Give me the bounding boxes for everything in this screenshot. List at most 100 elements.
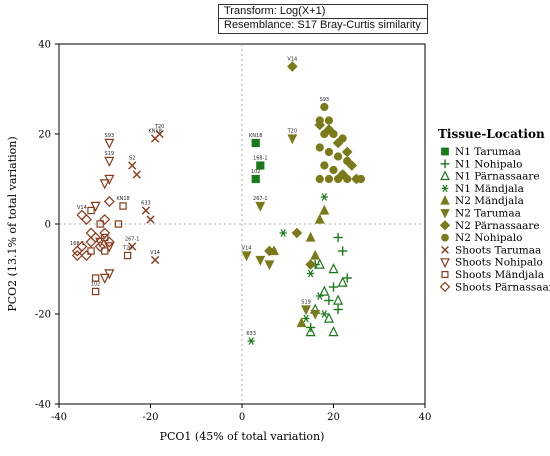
- marker-stroke: [441, 246, 449, 254]
- data-point: [333, 152, 343, 161]
- legend-label: Shoots Mändjala: [455, 269, 544, 281]
- marker-stroke: [317, 292, 323, 300]
- data-point: [296, 317, 307, 328]
- series-4: [269, 204, 330, 328]
- legend-title: Tissue-Location: [438, 127, 545, 141]
- data-point: [76, 209, 88, 221]
- data-point: [255, 255, 266, 266]
- data-point: [305, 326, 316, 337]
- marker-stroke: [150, 255, 160, 265]
- data-point: [315, 174, 324, 184]
- data-point: [323, 312, 334, 323]
- data-point: [251, 138, 260, 148]
- data-point: [103, 196, 115, 207]
- point-label: T20: [122, 246, 132, 252]
- data-point: [328, 263, 339, 274]
- data-point: [343, 156, 352, 166]
- data-point: [114, 220, 123, 228]
- legend-marker: [441, 147, 449, 156]
- data-point: [146, 215, 155, 224]
- marker-stroke: [128, 161, 137, 170]
- data-point: [338, 246, 348, 256]
- data-point: [87, 247, 95, 255]
- data-point: [324, 295, 334, 306]
- data-point: [320, 161, 329, 170]
- x-tick-label: -40: [51, 412, 67, 423]
- data-point: [123, 251, 132, 260]
- data-point: [255, 201, 266, 212]
- data-point: [87, 206, 95, 215]
- point-label: S19: [301, 300, 311, 306]
- data-point: [310, 249, 321, 260]
- legend-label: Shoots Tarumaa: [455, 244, 541, 256]
- data-point: [287, 61, 298, 72]
- marker-stroke: [248, 337, 254, 345]
- marker-stroke: [307, 269, 314, 278]
- data-point: [341, 146, 353, 158]
- series-11: 168-1 V14: [70, 196, 115, 261]
- data-point: [342, 273, 352, 283]
- data-point: [96, 220, 104, 228]
- data-point: [356, 174, 366, 184]
- marker-stroke: [442, 184, 448, 193]
- x-tick-label: 0: [239, 412, 245, 423]
- point-label: V14: [242, 246, 252, 252]
- data-point: [305, 231, 316, 242]
- series-0: KN18 168-1 102: [249, 133, 268, 184]
- point-label: 633: [246, 331, 256, 337]
- marker-stroke: [146, 215, 155, 224]
- point-label: 102: [251, 169, 261, 175]
- transform-label: Transform: Log(X+1): [224, 5, 326, 17]
- marker-stroke: [280, 229, 286, 237]
- data-point: [337, 276, 348, 287]
- data-point: [305, 259, 316, 270]
- data-point: [328, 282, 339, 292]
- data-point: [85, 236, 97, 248]
- data-point: [132, 170, 141, 179]
- axes-group: -40 -20 0 20 40 -40 -20 0 20 40 PCO1 (45% of total…: [6, 40, 431, 444]
- data-point: [329, 129, 338, 139]
- marker-stroke: [132, 170, 141, 179]
- data-point: [320, 310, 328, 318]
- y-tick-label: 20: [38, 130, 51, 141]
- data-point: [315, 116, 324, 125]
- data-point: [338, 134, 347, 143]
- marker-stroke: [141, 206, 151, 215]
- legend-label: Shoots Nohipalo: [455, 257, 543, 269]
- y-tick-label: -40: [35, 400, 51, 411]
- legend-marker: [441, 233, 449, 242]
- x-tick-label: 20: [327, 412, 340, 423]
- data-point: [287, 134, 298, 145]
- legend-label: N1 Tarumaa: [455, 146, 521, 158]
- data-point: [101, 247, 109, 255]
- point-label: S19: [105, 151, 115, 157]
- data-point: [95, 237, 106, 248]
- data-point: [329, 165, 338, 175]
- marker-stroke: [128, 242, 137, 251]
- data-point: [94, 241, 106, 252]
- series-10: KN18 T20 102: [87, 196, 132, 296]
- transform-info-box: Transform: Log(X+1) Resemblance: S17 Bra…: [218, 4, 428, 34]
- data-point: [328, 326, 339, 337]
- data-point: [307, 269, 315, 278]
- data-point: [247, 337, 255, 345]
- legend-marker: [441, 246, 449, 254]
- data-point: [314, 119, 326, 131]
- legend-label: N2 Tarumaa: [455, 208, 521, 220]
- data-point: [279, 229, 287, 237]
- marker-stroke: [321, 310, 328, 318]
- data-point: [316, 292, 324, 300]
- series-9: S93 S19: [90, 133, 115, 284]
- data-point: [104, 138, 115, 149]
- series-7: S93: [315, 97, 366, 184]
- point-label: V14: [287, 57, 297, 63]
- data-point: [71, 250, 83, 261]
- resemblance-label: Resemblance: S17 Bray-Curtis similarity: [219, 18, 427, 32]
- data-point: [319, 285, 330, 296]
- point-label: V14: [77, 205, 87, 211]
- point-label: S93: [320, 97, 330, 103]
- data-point: [99, 227, 111, 239]
- data-point: [333, 304, 343, 315]
- data-point: [128, 242, 137, 251]
